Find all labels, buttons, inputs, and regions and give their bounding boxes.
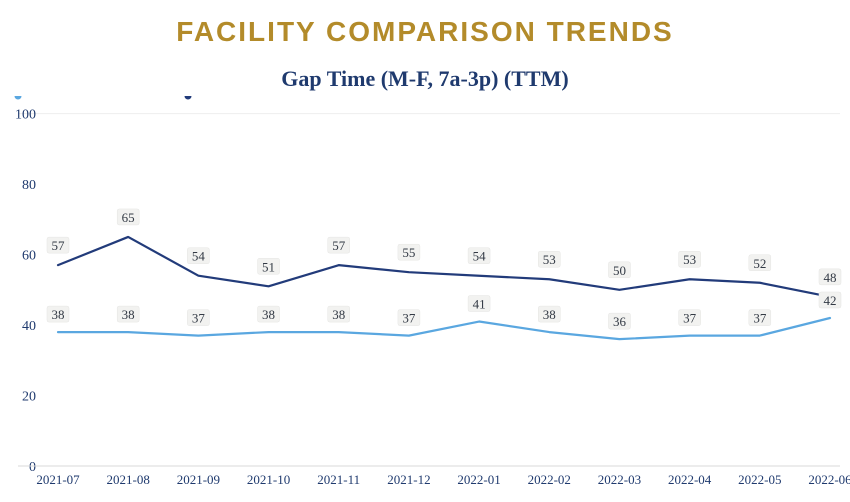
legend-marker	[185, 96, 192, 100]
data-label: 38	[52, 307, 65, 322]
data-label: 41	[473, 297, 486, 312]
data-label: 55	[402, 245, 415, 260]
y-tick-label: 0	[29, 460, 36, 475]
series-line-series-dark	[58, 237, 830, 297]
data-label: 65	[122, 210, 135, 225]
y-tick-label: 100	[15, 108, 36, 123]
data-label: 37	[753, 311, 767, 326]
x-tick-label: 2021-08	[107, 472, 150, 487]
series-line-series-light	[58, 318, 830, 339]
data-label: 36	[613, 314, 627, 329]
data-label: 50	[613, 263, 626, 278]
chart-title: Gap Time (M-F, 7a-3p) (TTM)	[0, 66, 850, 92]
x-tick-label: 2021-07	[36, 472, 80, 487]
page-title: FACILITY COMPARISON TRENDS	[0, 16, 850, 48]
data-label: 38	[332, 307, 345, 322]
data-label: 54	[192, 249, 206, 264]
x-tick-label: 2021-11	[317, 472, 360, 487]
data-label: 57	[332, 238, 346, 253]
data-label: 37	[402, 311, 416, 326]
x-tick-label: 2022-04	[668, 472, 712, 487]
y-tick-label: 80	[22, 178, 36, 193]
data-label: 38	[122, 307, 135, 322]
data-label: 54	[473, 249, 487, 264]
data-label: 37	[683, 311, 697, 326]
legend-marker	[15, 96, 22, 100]
x-tick-label: 2021-10	[247, 472, 290, 487]
data-label: 37	[192, 311, 206, 326]
data-label: 42	[824, 293, 837, 308]
data-label: 53	[683, 252, 696, 267]
data-label: 48	[824, 270, 837, 285]
x-tick-label: 2022-01	[457, 472, 500, 487]
y-tick-label: 60	[22, 249, 36, 264]
data-label: 38	[543, 307, 556, 322]
y-tick-label: 20	[22, 390, 36, 405]
x-tick-label: 2022-05	[738, 472, 781, 487]
line-chart-svg: 0 20 40 60 80 100 2021-07 2021-08 2021-09 2021-10…	[0, 96, 850, 498]
chart-area: 0 20 40 60 80 100 2021-07 2021-08 2021-09 2021-10…	[0, 96, 850, 498]
data-label: 57	[52, 238, 66, 253]
x-tick-label: 2021-12	[387, 472, 430, 487]
x-tick-label: 2022-03	[598, 472, 641, 487]
y-tick-label: 40	[22, 319, 36, 334]
data-label: 52	[753, 256, 766, 271]
data-label: 53	[543, 252, 556, 267]
x-tick-label: 2022-02	[528, 472, 571, 487]
x-tick-label: 2021-09	[177, 472, 220, 487]
data-label: 51	[262, 260, 275, 275]
x-tick-label: 2022-06	[808, 472, 850, 487]
data-label: 38	[262, 307, 275, 322]
